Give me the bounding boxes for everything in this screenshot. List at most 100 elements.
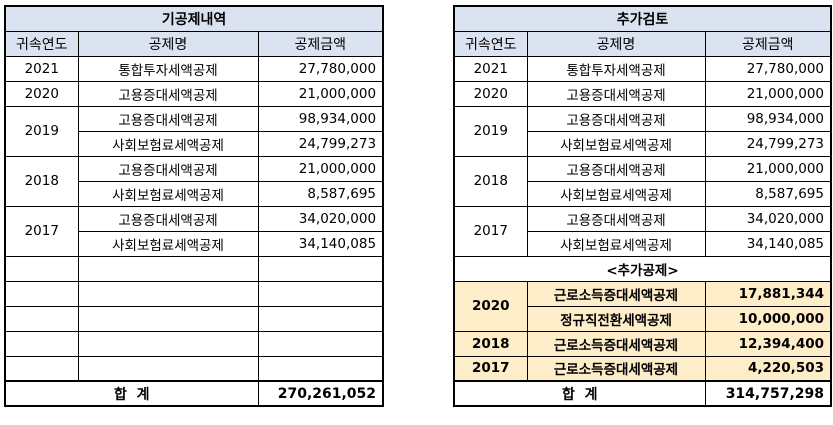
table-row: 2017 고용증대세액공제 34,020,000: [453, 205, 832, 257]
extra-row: 2017 근로소득증대세액공제 4,220,503: [453, 355, 832, 382]
empty-cell: [257, 355, 384, 382]
section-row: <추가공제>: [454, 255, 831, 282]
table-row: 사회보험료세액공제 34,140,085: [454, 230, 832, 257]
amount-cell: 21,000,000: [704, 155, 832, 182]
name-cell: 통합투자세액공제: [77, 55, 259, 82]
name-cell: 사회보험료세액공제: [526, 230, 706, 257]
table-title: 기공제내역: [4, 5, 384, 32]
empty-cell: [4, 305, 79, 332]
empty-cell: [77, 255, 259, 282]
amount-cell: 98,934,000: [257, 105, 384, 132]
amount-cell: 27,780,000: [257, 55, 384, 82]
empty-row: [4, 255, 384, 282]
name-cell: 사회보험료세액공제: [77, 180, 259, 207]
empty-cell: [257, 255, 384, 282]
year-cell: 2019: [4, 105, 79, 157]
empty-cell: [4, 330, 79, 357]
table-row: 2021 통합투자세액공제 27,780,000: [4, 55, 384, 82]
amount-cell: 21,000,000: [257, 155, 384, 182]
amount-cell: 4,220,503: [704, 355, 832, 382]
table-row: 2018 고용증대세액공제 21,000,000: [453, 155, 832, 207]
total-label: 합 계: [4, 380, 259, 407]
amount-cell: 17,881,344: [704, 280, 832, 307]
name-cell: 사회보험료세액공제: [77, 130, 259, 157]
table-title: 추가검토: [453, 5, 832, 32]
year-cell: 2021: [453, 55, 528, 82]
name-cell: 사회보험료세액공제: [526, 130, 706, 157]
header-amount: 공제금액: [704, 30, 832, 57]
table-row: 사회보험료세액공제 8,587,695: [5, 180, 384, 207]
amount-cell: 21,000,000: [704, 80, 832, 107]
header-year: 귀속연도: [4, 30, 79, 57]
table-row: 2017 고용증대세액공제 34,020,000: [4, 205, 384, 257]
empty-row: [4, 355, 384, 382]
deducted-table: 기공제내역 귀속연도 공제명 공제금액 2021 통합투자세액공제 27,780…: [4, 5, 385, 407]
name-cell: 근로소득증대세액공제: [526, 280, 706, 307]
name-cell: 고용증대세액공제: [526, 205, 706, 232]
amount-cell: 34,020,000: [704, 205, 832, 232]
name-cell: 근로소득증대세액공제: [526, 355, 706, 382]
empty-cell: [4, 280, 79, 307]
name-cell: 근로소득증대세액공제: [526, 330, 706, 357]
name-cell: 통합투자세액공제: [526, 55, 706, 82]
name-cell: 정규직전환세액공제: [526, 305, 706, 332]
table-row: 2020 고용증대세액공제 21,000,000: [453, 80, 832, 107]
empty-cell: [77, 305, 259, 332]
amount-cell: 12,394,400: [704, 330, 832, 357]
empty-cell: [4, 255, 79, 282]
name-cell: 고용증대세액공제: [77, 205, 259, 232]
amount-cell: 34,020,000: [257, 205, 384, 232]
review-table: 추가검토 귀속연도 공제명 공제금액 2021 통합투자세액공제 27,780,…: [453, 5, 832, 407]
empty-cell: [257, 330, 384, 357]
empty-row: [4, 330, 384, 357]
table-row: 2020 고용증대세액공제 21,000,000: [4, 80, 384, 107]
year-cell: 2018: [453, 155, 528, 207]
year-cell: 2020: [453, 280, 528, 332]
header-year: 귀속연도: [453, 30, 528, 57]
empty-row: [4, 280, 384, 307]
amount-cell: 34,140,085: [257, 230, 384, 257]
name-cell: 고용증대세액공제: [77, 155, 259, 182]
empty-cell: [77, 330, 259, 357]
year-cell: 2019: [453, 105, 528, 157]
year-cell: 2017: [4, 205, 79, 257]
name-cell: 고용증대세액공제: [77, 80, 259, 107]
amount-cell: 24,799,273: [704, 130, 832, 157]
amount-cell: 24,799,273: [257, 130, 384, 157]
name-cell: 사회보험료세액공제: [526, 180, 706, 207]
empty-cell: [4, 355, 79, 382]
total-amount: 270,261,052: [257, 380, 384, 407]
name-cell: 고용증대세액공제: [526, 155, 706, 182]
amount-cell: 98,934,000: [704, 105, 832, 132]
amount-cell: 21,000,000: [257, 80, 384, 107]
year-cell: 2017: [453, 205, 528, 257]
header-amount: 공제금액: [257, 30, 384, 57]
empty-cell: [77, 355, 259, 382]
table-row: 2019 고용증대세액공제 98,934,000: [453, 105, 832, 157]
table-row: 사회보험료세액공제 24,799,273: [454, 130, 832, 157]
year-cell: 2017: [453, 355, 528, 382]
section-label: <추가공제>: [454, 255, 831, 282]
header-name: 공제명: [77, 30, 259, 57]
table-row: 2019 고용증대세액공제 98,934,000: [4, 105, 384, 157]
name-cell: 고용증대세액공제: [526, 105, 706, 132]
total-amount: 314,757,298: [704, 380, 832, 407]
year-cell: 2021: [4, 55, 79, 82]
total-row: 합 계 270,261,052: [4, 380, 384, 407]
table-row: 사회보험료세액공제 8,587,695: [454, 180, 832, 207]
table-row: 2018 고용증대세액공제 21,000,000: [4, 155, 384, 207]
table-row: 2021 통합투자세액공제 27,780,000: [453, 55, 832, 82]
empty-cell: [257, 305, 384, 332]
amount-cell: 8,587,695: [704, 180, 832, 207]
table-row: 사회보험료세액공제 34,140,085: [5, 230, 384, 257]
extra-row: 2020 근로소득증대세액공제 17,881,344: [453, 280, 832, 332]
empty-cell: [77, 280, 259, 307]
name-cell: 고용증대세액공제: [526, 80, 706, 107]
empty-cell: [257, 280, 384, 307]
total-label: 합 계: [453, 380, 706, 407]
amount-cell: 27,780,000: [704, 55, 832, 82]
header-name: 공제명: [526, 30, 706, 57]
extra-row: 정규직전환세액공제 10,000,000: [454, 305, 832, 332]
year-cell: 2018: [4, 155, 79, 207]
year-cell: 2018: [453, 330, 528, 357]
